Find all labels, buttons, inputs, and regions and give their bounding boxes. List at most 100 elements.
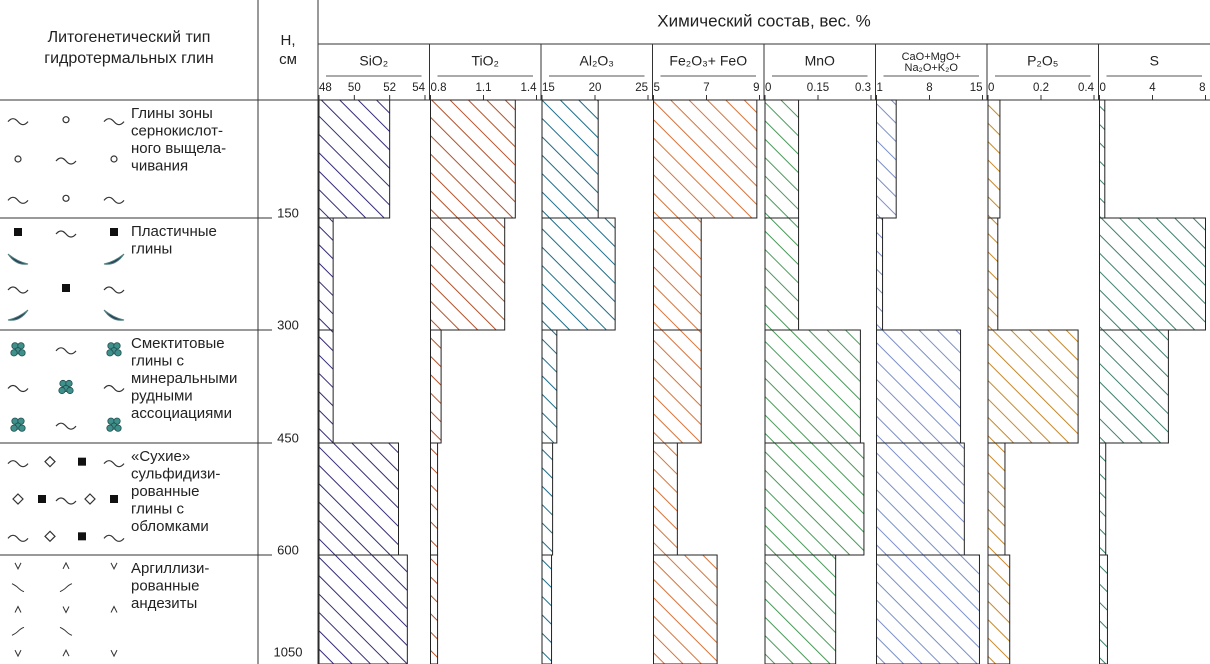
component-title: Fe₂O₃+ FeO (669, 53, 747, 69)
type-header: Литогенетический тип (48, 29, 211, 46)
glyph (11, 425, 17, 431)
layer-name: чивания (131, 157, 188, 174)
layer-name: Аргиллизи- (131, 560, 209, 577)
x-tick-label: 25 (635, 82, 648, 94)
bar (319, 330, 333, 443)
layer-name: рудными (131, 387, 193, 404)
x-tick-label: 48 (319, 82, 332, 94)
bar (431, 443, 438, 555)
bar (542, 555, 552, 664)
bar (431, 330, 442, 443)
glyph (62, 284, 70, 292)
x-tick-label: 9 (753, 82, 759, 94)
component-title: TiO₂ (472, 53, 499, 69)
bar (988, 100, 1000, 218)
layer-name: глины с (131, 500, 185, 517)
bar (988, 443, 1005, 555)
glyph (78, 532, 86, 540)
bar (319, 218, 333, 330)
bar (877, 555, 980, 664)
bar (431, 555, 438, 664)
depth-label: 450 (277, 430, 299, 445)
layer-name: глины (131, 240, 172, 257)
bar (765, 555, 836, 664)
bar (877, 330, 961, 443)
glyph (110, 495, 118, 503)
bar (765, 443, 864, 555)
depth-header: см (279, 51, 297, 68)
bar (542, 100, 598, 218)
bar (988, 330, 1078, 443)
x-tick-label: 20 (589, 82, 602, 94)
layer-name: сернокислот- (131, 122, 223, 139)
layer-name: ного выщела- (131, 140, 226, 157)
depth-label: 300 (277, 317, 299, 332)
type-header: гидротермальных глин (44, 50, 213, 67)
bar (1100, 330, 1169, 443)
x-tick-label: 50 (348, 82, 361, 94)
x-tick-label: 15 (542, 82, 555, 94)
bar (988, 555, 1010, 664)
layer-name: Пластичные (131, 223, 217, 240)
bar (319, 443, 399, 555)
x-tick-label: 8 (1199, 82, 1205, 94)
bar (542, 218, 615, 330)
component-title: SiO₂ (359, 53, 388, 69)
layer-name: обломками (131, 518, 209, 535)
depth-header: H, (281, 32, 296, 49)
component-title: Na₂O+K₂O (905, 62, 959, 74)
layer-name: рованные (131, 483, 200, 500)
x-tick-label: 0 (765, 82, 771, 94)
layer-name: рованные (131, 577, 200, 594)
x-tick-label: 54 (412, 82, 425, 94)
x-tick-label: 7 (703, 82, 709, 94)
x-tick-label: 0.15 (807, 82, 829, 94)
component-title: P₂O₅ (1027, 53, 1058, 69)
layer-name: Глины зоны (131, 105, 213, 122)
bar (654, 443, 678, 555)
depth-label: 600 (277, 542, 299, 557)
x-tick-label: 0.4 (1078, 82, 1095, 94)
layer-name: Смектитовые (131, 335, 225, 352)
layer-name: «Сухие» (131, 448, 190, 465)
glyph (67, 387, 73, 393)
component-title: MnO (805, 53, 835, 69)
bar (319, 100, 390, 218)
layer-name: ассоциациями (131, 405, 232, 422)
glyph (110, 228, 118, 236)
x-tick-label: 0 (1100, 82, 1106, 94)
bar (877, 443, 965, 555)
bar (1100, 218, 1206, 330)
bar (1100, 555, 1108, 664)
depth-label: 150 (277, 205, 299, 220)
bar (542, 443, 553, 555)
bar (988, 218, 998, 330)
layer-name: сульфидизи- (131, 465, 220, 482)
bar (654, 100, 757, 218)
x-tick-label: 15 (970, 82, 983, 94)
glyph (59, 387, 65, 393)
glyph (19, 425, 25, 431)
glyph (107, 425, 113, 431)
glyph (19, 350, 25, 356)
figure: Химический состав, вес. % Литогенетическ… (0, 0, 1210, 664)
glyph (78, 458, 86, 466)
x-tick-label: 5 (654, 82, 660, 94)
component-title: Al₂O₃ (580, 53, 614, 69)
layer-name: андезиты (131, 595, 197, 612)
glyph (107, 350, 113, 356)
glyph (115, 350, 121, 356)
depth-label: 1050 (274, 644, 303, 659)
bar (654, 218, 702, 330)
glyph (14, 228, 22, 236)
bar (765, 100, 799, 218)
glyph (38, 495, 46, 503)
bar (765, 330, 860, 443)
x-tick-label: 1.4 (521, 82, 538, 94)
bar (654, 555, 718, 664)
bar (431, 218, 505, 330)
component-title: S (1150, 53, 1159, 69)
bar (1100, 100, 1105, 218)
bar (542, 330, 557, 443)
x-tick-label: 1.1 (476, 82, 492, 94)
